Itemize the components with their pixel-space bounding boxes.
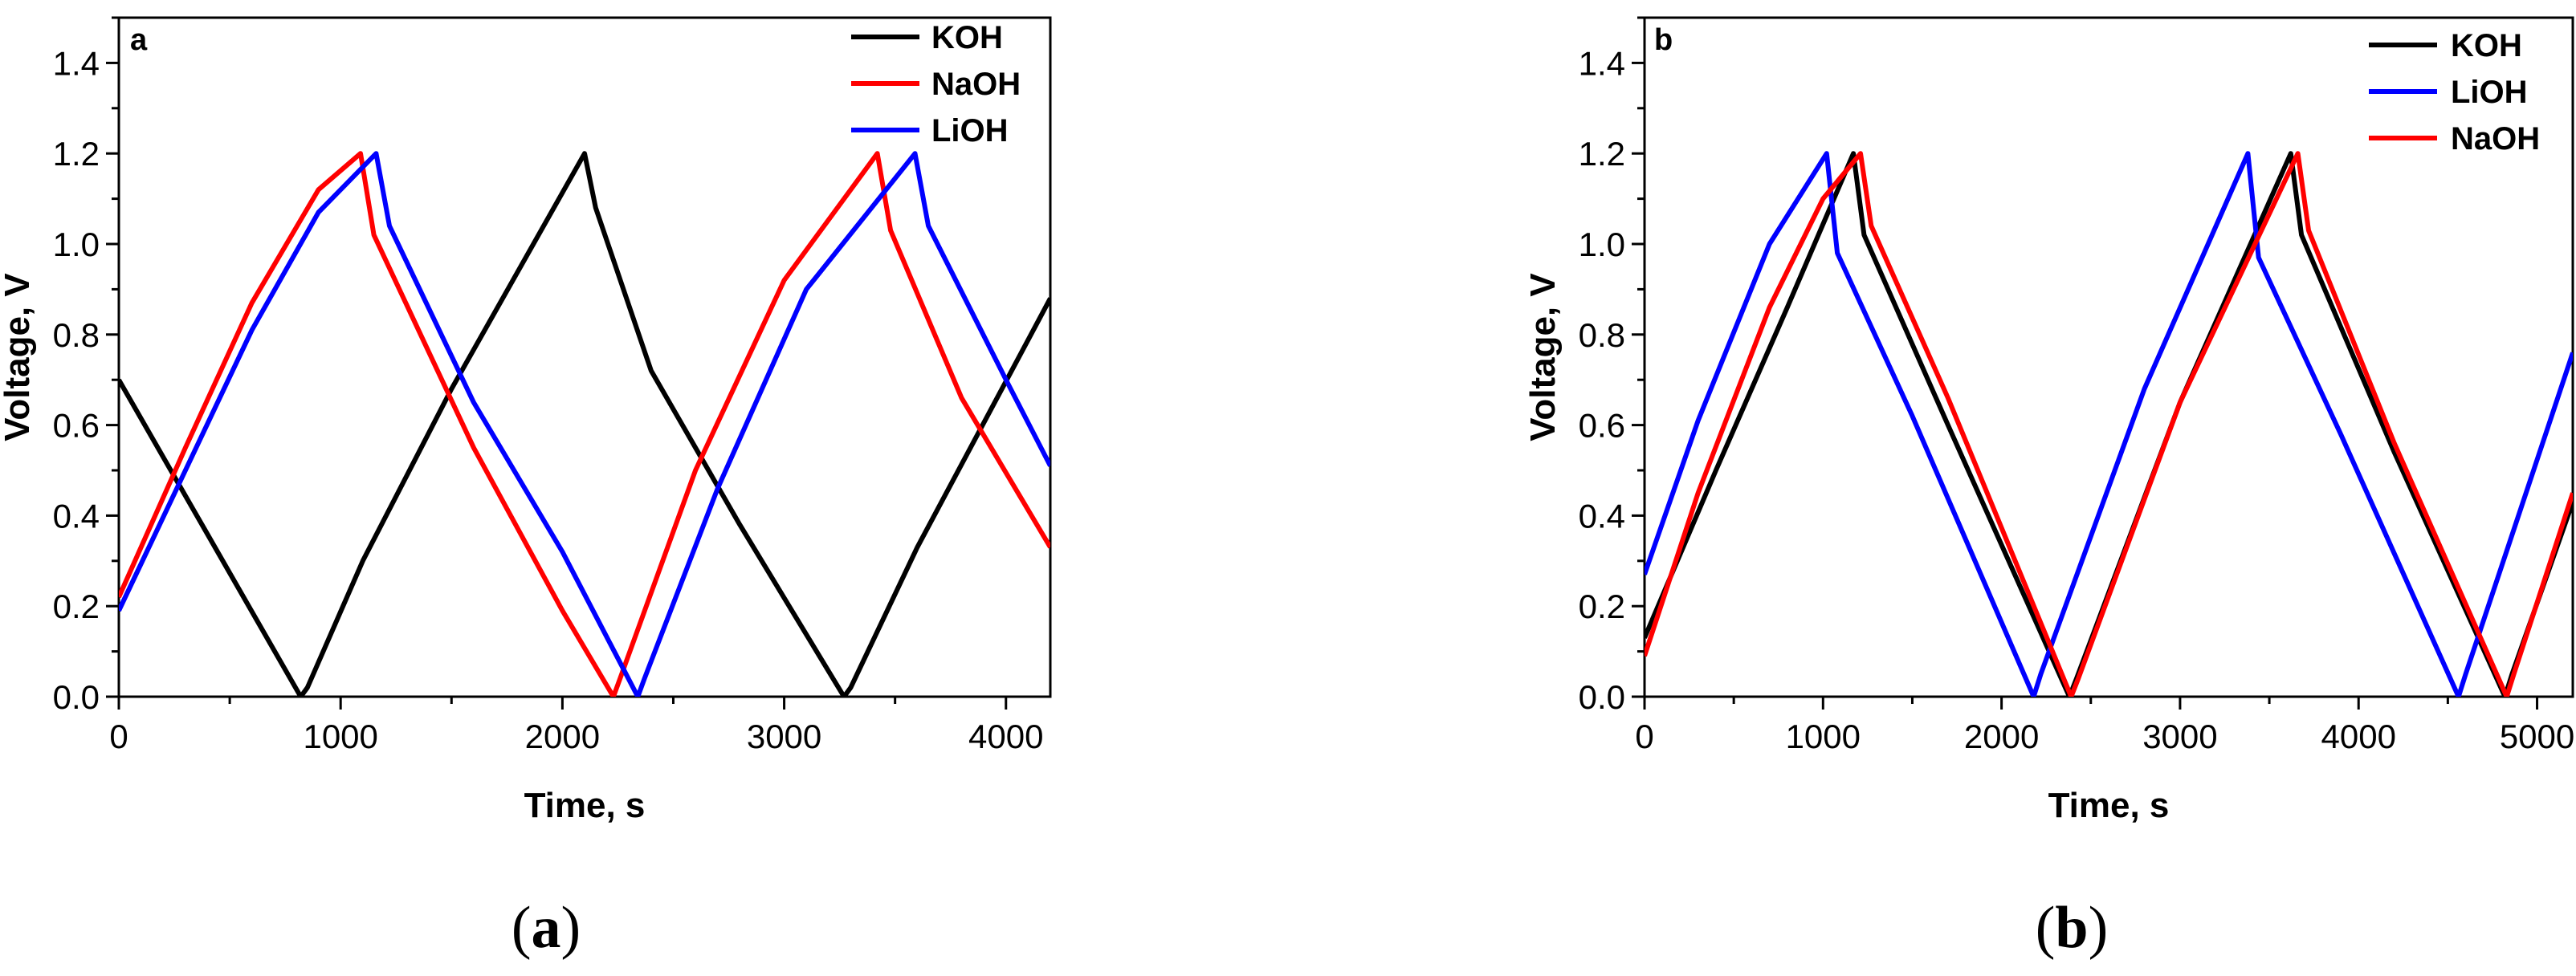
x-tick-label: 0	[1635, 718, 1653, 755]
series-line-lioh	[1645, 151, 2573, 697]
chart-panel-b: 0 1000 2000 3000 4000 5000 0.0 0.2 0.4 0.6 0.8 1.0 1…	[1523, 16, 2574, 961]
chart-panel-a: 0 1000 2000 3000 4000 0.0 0.2 0.4 0.6 0.8 1.0 1.2 1.…	[0, 16, 1052, 961]
x-axis-title: Time, s	[2048, 786, 2170, 825]
plot-frame	[117, 16, 1052, 698]
x-tick-label: 0	[109, 718, 128, 755]
x-tick-label: 2000	[1964, 718, 2039, 755]
y-tick-label: 1.2	[53, 135, 100, 173]
y-tick-label: 0.4	[1579, 497, 1625, 535]
y-tick-label: 0.6	[53, 407, 100, 445]
legend-label-koh: KOH	[2451, 28, 2522, 63]
x-tick-label: 3000	[2142, 718, 2217, 755]
y-tick-label: 1.4	[1579, 44, 1625, 82]
y-axis-title: Voltage, V	[1523, 273, 1563, 441]
legend-label-lioh: LiOH	[2451, 75, 2528, 110]
series-line-naoh	[119, 151, 1050, 697]
y-tick-label: 0.6	[1579, 407, 1625, 445]
x-tick-label: 1000	[303, 718, 377, 755]
y-tick-label: 0.8	[53, 316, 100, 354]
caption-letter: b	[2055, 895, 2088, 961]
x-axis-title: Time, s	[524, 786, 646, 825]
legend-label-naoh: NaOH	[931, 67, 1021, 102]
x-tick-label: 4000	[2321, 718, 2396, 755]
y-tick-label: 0.0	[1579, 678, 1625, 716]
figure-caption: (a)	[512, 895, 581, 961]
y-tick-label: 0.2	[53, 588, 100, 625]
series-line-koh	[1645, 151, 2573, 697]
y-tick-label: 1.0	[53, 226, 100, 263]
series-line-naoh	[1645, 151, 2573, 697]
y-tick-label: 0.8	[1579, 316, 1625, 354]
series-line-lioh	[119, 151, 1050, 697]
y-tick-label: 0.4	[53, 497, 100, 535]
y-tick-label: 1.0	[1579, 226, 1625, 263]
panel-label: a	[130, 23, 148, 57]
legend-label-naoh: NaOH	[2451, 121, 2540, 157]
x-tick-label: 5000	[2500, 718, 2574, 755]
caption-open-paren: (	[2036, 895, 2056, 961]
x-tick-label: 2000	[525, 718, 600, 755]
x-tick-label: 1000	[1786, 718, 1861, 755]
panel-label: b	[1654, 23, 1673, 57]
series-line-koh	[119, 151, 1050, 697]
y-tick-label: 1.2	[1579, 135, 1625, 173]
legend-label-lioh: LiOH	[931, 113, 1009, 148]
caption-open-paren: (	[512, 895, 532, 961]
figure-caption: (b)	[2036, 895, 2108, 961]
x-tick-label: 3000	[747, 718, 821, 755]
y-tick-label: 0.0	[53, 678, 100, 716]
caption-letter: a	[532, 895, 561, 961]
y-tick-label: 1.4	[53, 44, 100, 82]
caption-close-paren: )	[561, 895, 581, 961]
y-axis-title: Voltage, V	[0, 273, 37, 441]
x-tick-label: 4000	[968, 718, 1043, 755]
legend-label-koh: KOH	[931, 20, 1003, 55]
y-tick-label: 0.2	[1579, 588, 1625, 625]
caption-close-paren: )	[2089, 895, 2109, 961]
